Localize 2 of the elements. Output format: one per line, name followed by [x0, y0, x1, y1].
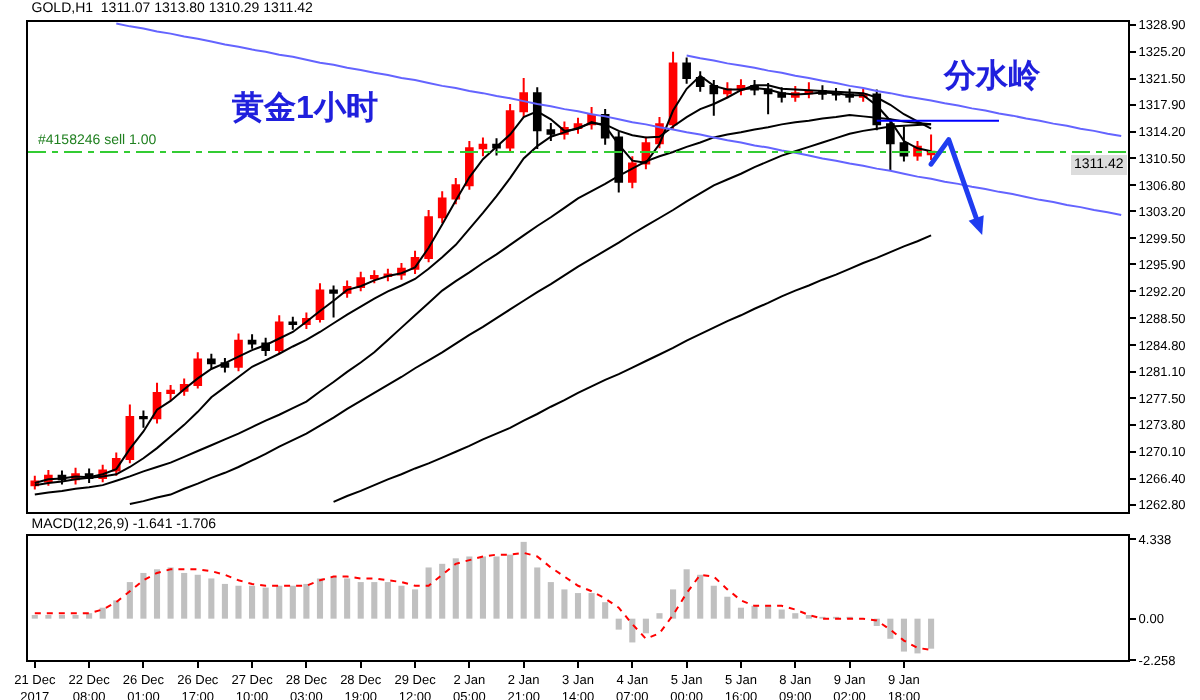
annotation: 黄金1小时 — [230, 90, 378, 126]
annotation: 分水岭 — [942, 58, 1042, 94]
